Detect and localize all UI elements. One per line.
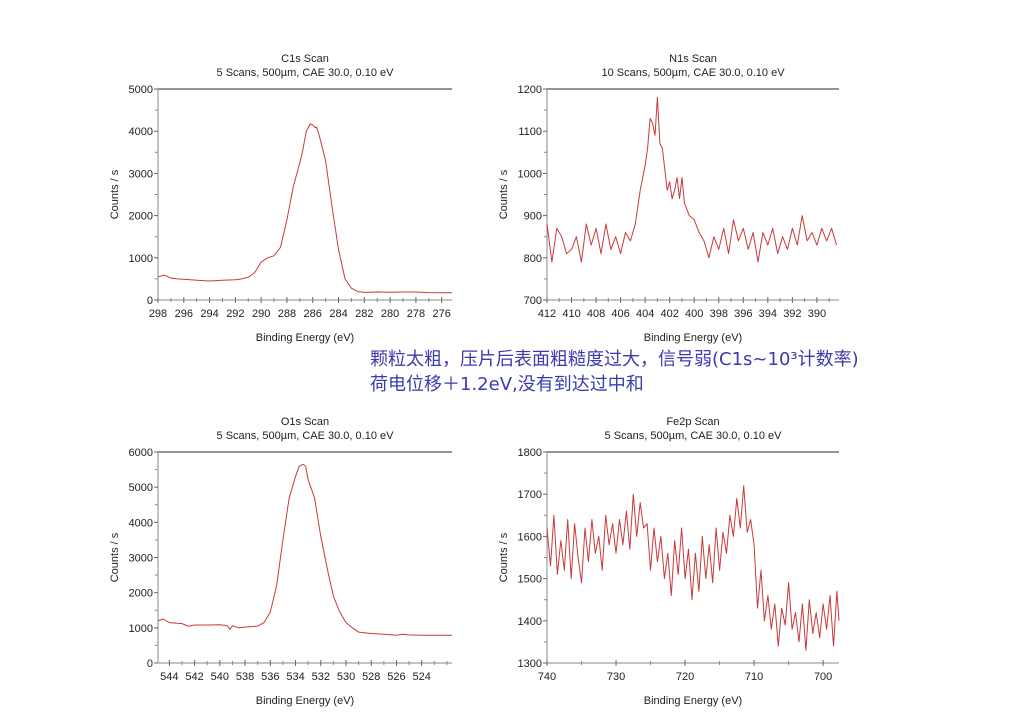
y-axis-label: Counts / s [498, 532, 510, 582]
x-tick-label: 298 [149, 308, 167, 320]
y-tick-label: 1000 [518, 168, 542, 180]
x-tick-label: 540 [211, 671, 229, 683]
x-tick-label: 290 [252, 308, 270, 320]
y-tick-label: 1400 [518, 616, 542, 628]
x-tick-label: 740 [538, 671, 556, 683]
x-axis-label: Binding Energy (eV) [256, 332, 354, 344]
x-tick-label: 544 [160, 671, 178, 683]
x-tick-label: 720 [676, 671, 694, 683]
y-axis-label: Counts / s [109, 169, 121, 219]
chart-subtitle: 5 Scans, 500µm, CAE 30.0, 0.10 eV [605, 430, 783, 442]
y-tick-label: 1000 [129, 623, 153, 635]
x-tick-label: 278 [407, 308, 425, 320]
y-axis-label: Counts / s [498, 169, 510, 219]
annotation-line-1: 颗粒太粗，压片后表面粗糙度过大，信号弱(C1s~10³计数率) [370, 349, 859, 370]
x-tick-label: 536 [261, 671, 279, 683]
annotation-line-2: 荷电位移＋1.2eV,没有到达过中和 [370, 374, 644, 395]
y-tick-label: 5000 [129, 482, 153, 494]
y-tick-label: 4000 [129, 517, 153, 529]
y-tick-label: 3000 [129, 168, 153, 180]
x-tick-label: 282 [355, 308, 373, 320]
x-tick-label: 402 [661, 308, 679, 320]
y-axis-label: Counts / s [109, 532, 121, 582]
x-tick-label: 390 [808, 308, 826, 320]
x-tick-label: 396 [734, 308, 752, 320]
y-tick-label: 1600 [518, 531, 542, 543]
x-tick-label: 408 [587, 308, 605, 320]
y-tick-label: 1200 [518, 84, 542, 96]
x-tick-label: 394 [759, 308, 777, 320]
x-tick-label: 526 [387, 671, 405, 683]
y-tick-label: 1700 [518, 489, 542, 501]
y-tick-label: 0 [147, 658, 153, 670]
y-tick-label: 0 [147, 295, 153, 307]
spectrum-line [157, 463, 452, 636]
x-tick-label: 730 [607, 671, 625, 683]
x-tick-label: 538 [236, 671, 254, 683]
chart-title: Fe2p Scan [666, 416, 719, 428]
x-tick-label: 404 [636, 308, 654, 320]
x-tick-label: 276 [433, 308, 451, 320]
chart-fe2p: Fe2p Scan 5 Scans, 500µm, CAE 30.0, 0.10 … [498, 416, 840, 707]
y-tick-label: 1800 [518, 447, 542, 459]
x-tick-label: 294 [200, 308, 218, 320]
y-tick-label: 6000 [129, 447, 153, 459]
x-tick-label: 542 [185, 671, 203, 683]
spectrum-line [546, 485, 840, 651]
x-tick-label: 398 [710, 308, 728, 320]
x-tick-label: 406 [611, 308, 629, 320]
chart-title: C1s Scan [281, 53, 329, 65]
x-tick-label: 410 [562, 308, 580, 320]
x-tick-label: 530 [337, 671, 355, 683]
y-tick-label: 1100 [518, 126, 542, 138]
y-tick-label: 4000 [129, 126, 153, 138]
y-tick-label: 2000 [129, 211, 153, 223]
x-tick-label: 288 [278, 308, 296, 320]
spectrum-line [546, 96, 837, 263]
y-tick-label: 900 [524, 211, 542, 223]
x-tick-label: 532 [312, 671, 330, 683]
spectrum-line [157, 123, 452, 294]
chart-n1s: N1s Scan 10 Scans, 500µm, CAE 30.0, 0.10 … [498, 53, 839, 344]
y-tick-label: 2000 [129, 588, 153, 600]
chart-title: O1s Scan [281, 416, 329, 428]
chart-subtitle: 5 Scans, 500µm, CAE 30.0, 0.10 eV [217, 67, 395, 79]
chart-o1s: O1s Scan 5 Scans, 500µm, CAE 30.0, 0.10 e… [109, 416, 452, 707]
x-tick-label: 284 [329, 308, 347, 320]
x-tick-label: 292 [226, 308, 244, 320]
chart-title: N1s Scan [669, 53, 717, 65]
x-tick-label: 710 [745, 671, 763, 683]
x-tick-label: 412 [538, 308, 556, 320]
chart-subtitle: 5 Scans, 500µm, CAE 30.0, 0.10 eV [217, 430, 395, 442]
chart-c1s: C1s Scan 5 Scans, 500µm, CAE 30.0, 0.10 e… [109, 53, 452, 344]
y-tick-label: 1300 [518, 658, 542, 670]
y-tick-label: 1500 [518, 574, 542, 586]
x-axis-label: Binding Energy (eV) [256, 695, 354, 707]
y-tick-label: 5000 [129, 84, 153, 96]
x-tick-label: 280 [381, 308, 399, 320]
x-tick-label: 528 [362, 671, 380, 683]
x-tick-label: 286 [304, 308, 322, 320]
y-tick-label: 800 [524, 253, 542, 265]
x-tick-label: 534 [286, 671, 304, 683]
x-tick-label: 400 [685, 308, 703, 320]
y-tick-label: 700 [524, 295, 542, 307]
y-tick-label: 3000 [129, 553, 153, 565]
x-tick-label: 524 [413, 671, 431, 683]
x-tick-label: 392 [783, 308, 801, 320]
y-tick-label: 1000 [129, 253, 153, 265]
x-axis-label: Binding Energy (eV) [644, 695, 742, 707]
chart-subtitle: 10 Scans, 500µm, CAE 30.0, 0.10 eV [601, 67, 785, 79]
x-axis-label: Binding Energy (eV) [644, 332, 742, 344]
x-tick-label: 296 [175, 308, 193, 320]
x-tick-label: 700 [814, 671, 832, 683]
